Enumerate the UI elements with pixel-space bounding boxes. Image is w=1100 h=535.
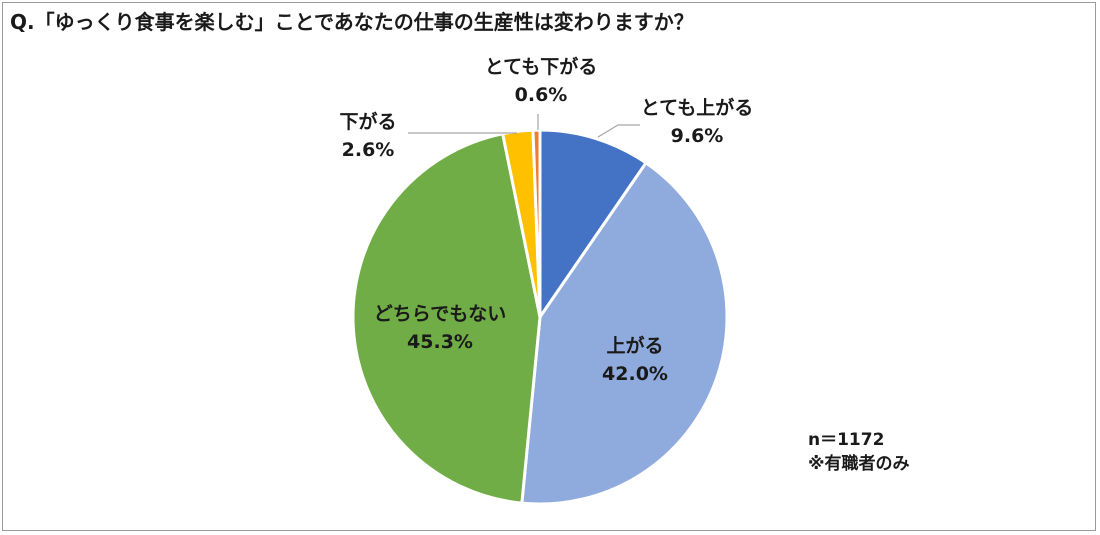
slice-value-very-down: 0.6% [515, 84, 568, 106]
slice-value-up: 42.0% [602, 363, 668, 385]
pie-slice-up [520, 160, 729, 506]
pie-slice-very-up [538, 128, 649, 322]
slice-label-up: 上がる [606, 334, 663, 357]
sample-note: n＝1172 ※有職者のみ [808, 428, 910, 476]
pie-slice-very-down [531, 128, 542, 318]
slice-value-very-up: 9.6% [671, 125, 724, 147]
leader-line-very-up [597, 124, 640, 138]
slice-label-very-down: とても下がる [485, 55, 597, 78]
slice-value-neutral: 45.3% [407, 331, 473, 353]
slice-label-very-up: とても上がる [641, 96, 753, 119]
sample-size: n＝1172 [808, 430, 885, 450]
slice-label-down: 下がる [339, 110, 396, 133]
slice-label-neutral: どちらでもない [374, 303, 506, 325]
sample-scope: ※有職者のみ [808, 454, 910, 474]
chart-title: Q.「ゆっくり食事を楽しむ」ことであなたの仕事の生産性は変わりますか？ [10, 10, 694, 34]
slice-value-down: 2.6% [342, 139, 395, 161]
pie-slice-neutral [351, 131, 542, 505]
